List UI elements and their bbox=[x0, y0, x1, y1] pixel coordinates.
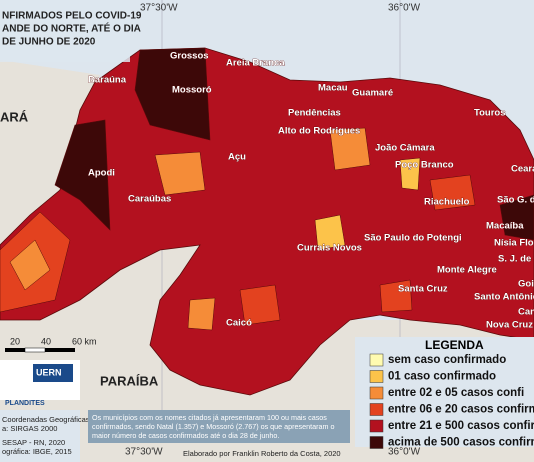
legend-swatch bbox=[369, 403, 384, 416]
legend-label: 01 caso confirmado bbox=[388, 371, 496, 383]
legend-swatch bbox=[369, 370, 384, 383]
city-label: Goia bbox=[518, 279, 534, 290]
credit-line: SESAP - RN, 2020 bbox=[2, 438, 65, 447]
legend: sem caso confirmado 01 caso confirmado ent… bbox=[369, 353, 534, 449]
city-label: Caraúbas bbox=[128, 194, 171, 205]
city-label: Alto do Rodrigues bbox=[278, 126, 360, 137]
city-label: Santa Cruz bbox=[398, 284, 448, 295]
municipality bbox=[399, 157, 421, 191]
city-label: São Paulo do Potengi bbox=[364, 233, 462, 244]
city-label: Santo Antônio bbox=[474, 292, 534, 303]
coordinate-label: 37°30'W bbox=[140, 3, 178, 14]
title-line: ANDE DO NORTE, ATÉ O DIA bbox=[2, 22, 141, 35]
note-line: confirmados, sendo Natal (1.357) e Mosso… bbox=[92, 422, 335, 431]
neighbor-land bbox=[0, 60, 100, 245]
city-label: Monte Alegre bbox=[437, 265, 497, 276]
credit-line: Coordenadas Geográficas bbox=[2, 415, 90, 424]
legend-label: entre 21 e 500 casos confirm bbox=[388, 420, 534, 432]
scale-label: 60 km bbox=[72, 336, 97, 346]
legend-title: LEGENDA bbox=[425, 338, 484, 352]
city-label: João Câmara bbox=[375, 143, 435, 154]
note-line: maior número de casos confirmados até o … bbox=[92, 431, 279, 440]
state-label: PARAÍBA bbox=[100, 373, 159, 388]
legend-swatch bbox=[369, 386, 384, 400]
coordinate-label: 36°0'W bbox=[388, 447, 421, 458]
legend-swatch bbox=[369, 436, 384, 449]
note-line: Os municípios com os nomes citados já ap… bbox=[92, 413, 327, 422]
credit-line: a: SIRGAS 2000 bbox=[2, 424, 57, 433]
legend-label: sem caso confirmado bbox=[388, 354, 506, 366]
note-box bbox=[88, 410, 350, 443]
city-label: Grossos bbox=[170, 51, 209, 62]
city-label: Nísia Flo bbox=[494, 238, 534, 249]
municipality bbox=[154, 151, 206, 196]
author: Elaborado por Franklin Roberto da Costa,… bbox=[183, 449, 341, 458]
city-label: São G. d bbox=[497, 195, 534, 206]
city-label: Macaíba bbox=[486, 221, 524, 232]
municipality bbox=[187, 297, 216, 331]
coordinate-label: 37°30'W bbox=[125, 447, 163, 458]
coordinate-label: 36°0'W bbox=[388, 3, 421, 14]
city-label: Apodi bbox=[88, 168, 115, 179]
credit-line: ográfica: IBGE, 2015 bbox=[2, 447, 72, 456]
municipality bbox=[9, 239, 51, 291]
state-label: ARÁ bbox=[0, 109, 29, 124]
title-line: NFIRMADOS PELO COVID-19 bbox=[2, 11, 142, 22]
municipality bbox=[329, 127, 371, 171]
city-label: Areia Branca bbox=[226, 58, 285, 69]
city-label: Currais Novos bbox=[297, 243, 362, 254]
city-label: Guamaré bbox=[352, 88, 393, 99]
scale-bar bbox=[5, 348, 25, 352]
city-label: Caicó bbox=[226, 318, 252, 329]
municipality bbox=[379, 279, 413, 313]
city-label: Can bbox=[518, 307, 534, 318]
title-box bbox=[0, 0, 130, 62]
city-label: Nova Cruz bbox=[486, 320, 533, 331]
municipality bbox=[239, 284, 281, 326]
city-label: Baraúna bbox=[88, 75, 127, 86]
city-label: S. J. de Mi bbox=[498, 254, 534, 265]
scale-bar bbox=[24, 347, 46, 353]
municipality bbox=[499, 194, 534, 241]
legend-label: acima de 500 casos confirm bbox=[388, 437, 534, 449]
city-labels: Grossos Areia Branca Baraúna Mossoró Macau Gu… bbox=[88, 50, 534, 331]
city-label: Macau bbox=[318, 83, 348, 94]
city-label: Touros bbox=[474, 108, 506, 119]
logo-text: PLANDITES bbox=[5, 400, 45, 407]
legend-swatch bbox=[369, 353, 384, 367]
city-label: Pendências bbox=[288, 108, 341, 119]
city-label: Açu bbox=[228, 152, 246, 163]
municipality bbox=[429, 174, 476, 211]
municipality bbox=[54, 119, 111, 231]
logo-text: UERN bbox=[36, 367, 62, 377]
city-label: Poço Branco bbox=[395, 160, 454, 171]
city-label: Ceará bbox=[511, 164, 534, 175]
scale-label: 40 bbox=[41, 336, 51, 346]
scale-bar bbox=[45, 348, 75, 352]
legend-label: entre 02 e 05 casos confi bbox=[388, 387, 524, 399]
city-label: Mossoró bbox=[172, 85, 212, 96]
legend-swatch bbox=[369, 419, 384, 433]
municipality bbox=[134, 47, 211, 141]
municipality bbox=[314, 214, 346, 251]
title-line: DE JUNHO DE 2020 bbox=[2, 37, 96, 48]
legend-label: entre 06 e 20 casos confirm bbox=[388, 404, 534, 416]
legend-box bbox=[355, 337, 534, 447]
city-label: Riachuelo bbox=[424, 197, 470, 208]
logo bbox=[33, 364, 73, 382]
credits-box bbox=[0, 410, 80, 462]
scale-label: 20 bbox=[10, 336, 20, 346]
